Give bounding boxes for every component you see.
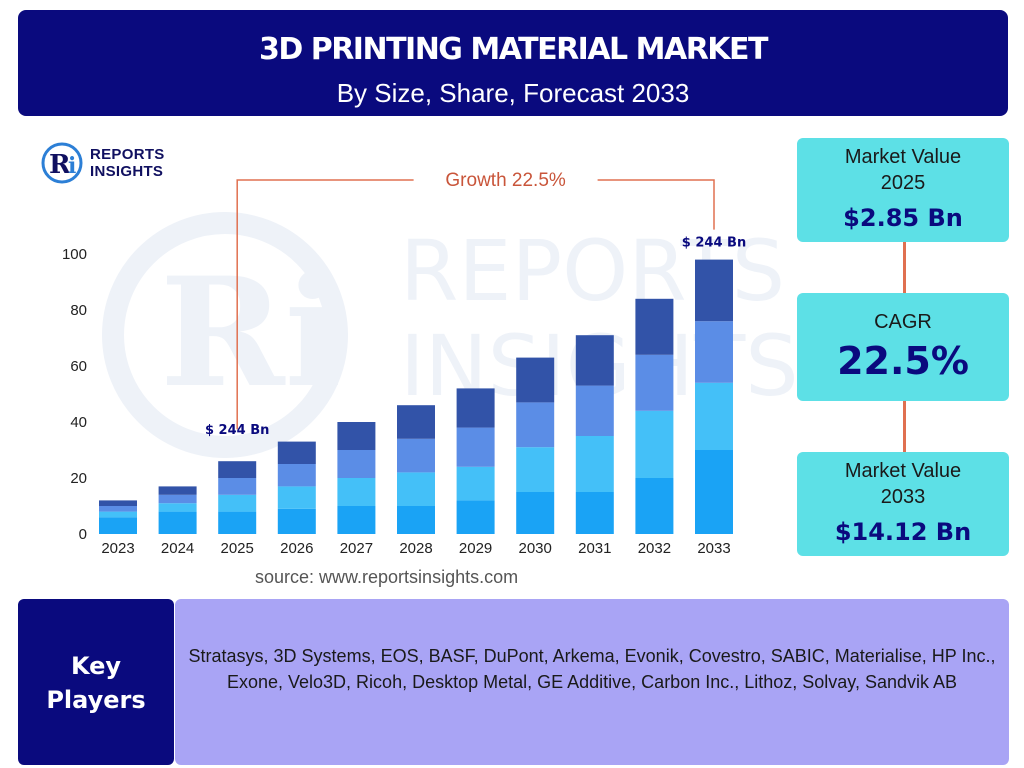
bar-segment bbox=[695, 321, 733, 383]
y-tick-label: 60 bbox=[70, 358, 87, 375]
bar-segment bbox=[516, 492, 555, 534]
bar-segment bbox=[575, 436, 614, 492]
cagr-label: CAGR bbox=[874, 311, 932, 333]
cagr-card: CAGR 22.5% bbox=[797, 293, 1009, 401]
bar-segment bbox=[456, 388, 495, 428]
bar-segment bbox=[635, 298, 674, 355]
bar-segment bbox=[158, 511, 197, 534]
market-value-2033: $14.12 Bn bbox=[834, 518, 972, 546]
key-players-tag: Key Players bbox=[18, 599, 174, 765]
bar-segment bbox=[635, 478, 674, 534]
market-value-2033-label: Market Value 2033 bbox=[844, 460, 962, 508]
svg-text:R: R bbox=[49, 150, 71, 180]
bar-segment bbox=[695, 259, 733, 322]
x-tick-label: 2024 bbox=[161, 540, 194, 557]
growth-bracket bbox=[236, 179, 414, 430]
x-tick-label: 2029 bbox=[459, 540, 492, 557]
bar-segment bbox=[456, 500, 495, 534]
bar-segment bbox=[99, 511, 137, 518]
x-tick-label: 2033 bbox=[697, 540, 730, 557]
bar-segment bbox=[695, 450, 733, 534]
key-players-label-line1: Key bbox=[70, 652, 122, 680]
market-value-2025-card: Market Value 2025 $2.85 Bn bbox=[797, 138, 1009, 242]
source-note: source: www.reportsinsights.com bbox=[255, 567, 519, 587]
x-tick-label: 2031 bbox=[578, 540, 611, 557]
bar-segment bbox=[99, 506, 137, 512]
market-value-2033-card: Market Value 2033 $14.12 Bn bbox=[797, 452, 1009, 556]
ri-logo-icon: R i bbox=[41, 142, 83, 184]
bar-segment bbox=[575, 385, 614, 436]
page-subtitle: By Size, Share, Forecast 2033 bbox=[336, 78, 690, 108]
x-tick-label: 2023 bbox=[101, 540, 134, 557]
bar-segment bbox=[337, 450, 376, 478]
bar-segment bbox=[277, 486, 316, 509]
x-tick-label: 2026 bbox=[280, 540, 313, 557]
bar-segment bbox=[158, 503, 197, 512]
bar-segment bbox=[397, 405, 435, 439]
bar-segment bbox=[337, 506, 376, 534]
bar-segment bbox=[456, 466, 495, 501]
bar-segment bbox=[635, 410, 674, 478]
x-axis: 2023 2024 2025 2026 2027 2028 2029 2030 2031 2032… bbox=[101, 540, 730, 557]
bar-segment bbox=[397, 438, 435, 473]
bar-segment bbox=[99, 517, 137, 534]
growth-bracket-right bbox=[597, 179, 715, 230]
y-tick-label: 80 bbox=[70, 302, 87, 319]
bar-segment bbox=[575, 492, 614, 534]
bar-segment bbox=[337, 478, 376, 506]
bar-segment bbox=[337, 422, 376, 450]
bar-segment bbox=[218, 511, 257, 534]
bar-segment bbox=[218, 494, 257, 512]
bar-segment bbox=[277, 464, 316, 487]
connector-line-top bbox=[903, 242, 906, 293]
svg-text:Ri: Ri bbox=[160, 245, 342, 421]
svg-text:i: i bbox=[68, 153, 76, 179]
bar-segment bbox=[397, 472, 435, 506]
key-players-label-line2: Players bbox=[46, 686, 146, 714]
key-players-list: Stratasys, 3D Systems, EOS, BASF, DuPont… bbox=[175, 599, 1009, 765]
end-value-label: $ 244 Bn bbox=[682, 236, 746, 251]
brand-logo: R i REPORTS INSIGHTS bbox=[40, 140, 200, 186]
bar-segment bbox=[695, 382, 733, 450]
x-tick-label: 2032 bbox=[638, 540, 671, 557]
bar-segment bbox=[218, 478, 257, 495]
x-tick-label: 2027 bbox=[340, 540, 373, 557]
market-value-2025-label: Market Value 2025 bbox=[844, 146, 962, 194]
logo-text-line2: INSIGHTS bbox=[90, 163, 164, 180]
y-tick-label: 0 bbox=[79, 526, 87, 543]
growth-label: Growth 22.5% bbox=[445, 170, 565, 191]
cagr-value: 22.5% bbox=[837, 339, 969, 383]
bar-segment bbox=[397, 506, 435, 534]
start-value-label: $ 244 Bn bbox=[205, 423, 269, 438]
bar-segment bbox=[277, 508, 316, 534]
y-axis: 0 20 40 60 80 100 bbox=[62, 246, 87, 543]
market-value-2025: $2.85 Bn bbox=[843, 204, 963, 232]
page-title: 3D PRINTING MATERIAL MARKET bbox=[259, 32, 769, 67]
bar-segment bbox=[635, 354, 674, 411]
x-tick-label: 2025 bbox=[221, 540, 254, 557]
bar-segment bbox=[158, 494, 197, 504]
y-tick-label: 100 bbox=[62, 246, 87, 263]
bar-segment bbox=[218, 461, 257, 478]
bar-segment bbox=[575, 335, 614, 386]
x-tick-label: 2028 bbox=[399, 540, 432, 557]
bar-segment bbox=[516, 357, 555, 403]
y-tick-label: 40 bbox=[70, 414, 87, 431]
logo-text-line1: REPORTS bbox=[90, 146, 165, 163]
bar-segment bbox=[456, 427, 495, 467]
connector-line-bottom bbox=[903, 401, 906, 452]
bar-segment bbox=[99, 500, 137, 506]
y-tick-label: 20 bbox=[70, 470, 87, 487]
growth-annotation: Growth 22.5% $ 244 Bn $ 244 Bn bbox=[205, 170, 746, 438]
page-header: 3D PRINTING MATERIAL MARKET By Size, Sha… bbox=[18, 10, 1008, 116]
bar-segment bbox=[516, 402, 555, 448]
bars bbox=[99, 259, 733, 534]
bar-segment bbox=[277, 441, 316, 464]
bar-segment bbox=[158, 486, 197, 495]
x-tick-label: 2030 bbox=[519, 540, 552, 557]
bar-segment bbox=[516, 447, 555, 492]
